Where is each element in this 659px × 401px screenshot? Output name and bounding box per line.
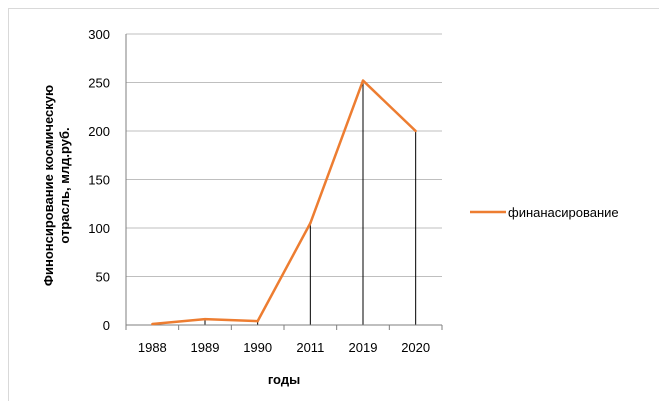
legend-label: финанасирование xyxy=(508,205,619,220)
x-axis-title: годы xyxy=(268,372,300,387)
series xyxy=(151,79,417,326)
y-tick-label: 150 xyxy=(88,173,110,188)
y-tick-label: 0 xyxy=(103,318,110,333)
chart-frame xyxy=(8,8,659,401)
y-axis-title: Финонсирование космическуюотрасль, млд.р… xyxy=(41,85,72,286)
y-tick-label: 300 xyxy=(88,27,110,42)
data-point xyxy=(256,319,259,323)
x-tick-labels: 1988 1989 1990 2011 2019 2020 xyxy=(125,325,443,355)
data-point xyxy=(151,322,154,326)
y-tick-label: 250 xyxy=(88,76,110,91)
y-tick-label: 100 xyxy=(88,221,110,236)
drop-lines xyxy=(151,80,417,325)
data-point xyxy=(361,79,365,82)
data-point xyxy=(203,317,207,321)
y-title-line: Финонсирование космическую xyxy=(41,85,56,286)
x-tick-label: 1989 xyxy=(191,340,220,355)
gridlines xyxy=(126,33,442,277)
y-tick-label: 50 xyxy=(96,270,110,285)
data-point xyxy=(309,221,312,225)
x-tick-label: 1990 xyxy=(243,340,272,355)
x-tick-label: 2020 xyxy=(401,340,430,355)
data-point xyxy=(414,129,417,133)
y-tick-labels: 0 50 100 150 200 250 300 xyxy=(88,27,110,333)
x-tick-label: 2011 xyxy=(296,340,324,355)
x-tick-label: 2019 xyxy=(349,340,378,355)
y-tick-label: 200 xyxy=(88,124,110,139)
legend: финанасирование xyxy=(470,205,619,220)
x-tick-label: 1988 xyxy=(138,340,167,355)
y-title-line: отрасль, млд.руб. xyxy=(57,127,72,243)
series-line xyxy=(152,79,417,326)
